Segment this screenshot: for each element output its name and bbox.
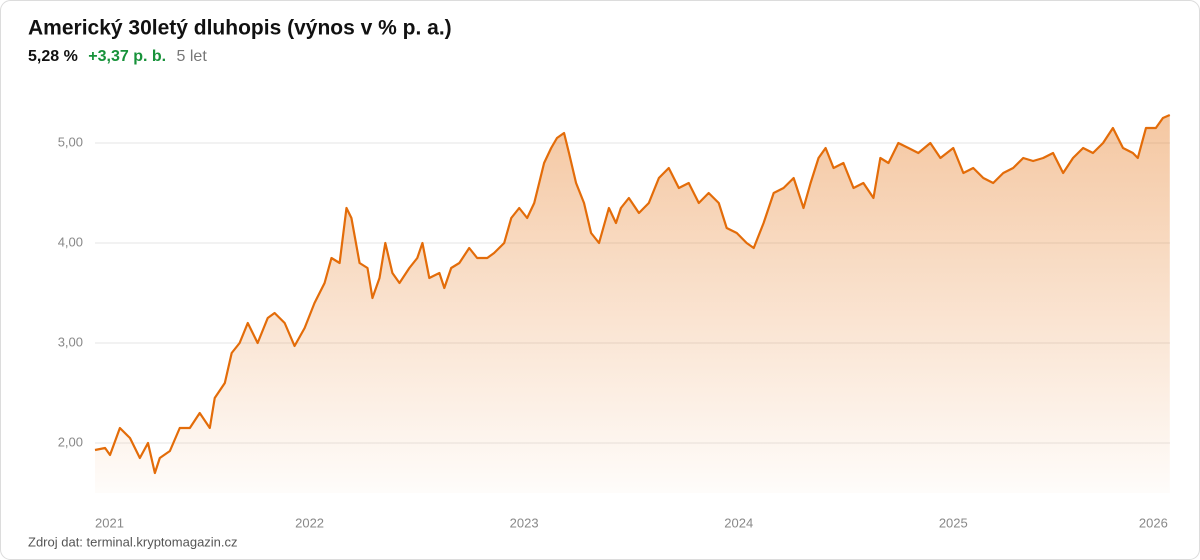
x-tick-label: 2024 bbox=[724, 515, 753, 530]
last-value: 5,28 % bbox=[28, 48, 78, 65]
x-tick-label: 2021 bbox=[95, 515, 124, 530]
x-tick-label: 2025 bbox=[939, 515, 968, 530]
period: 5 let bbox=[177, 48, 208, 65]
x-tick-label: 2022 bbox=[295, 515, 324, 530]
chart-title: Americký 30letý dluhopis (výnos v % p. a… bbox=[28, 17, 452, 40]
x-tick-label: 2026 bbox=[1139, 515, 1168, 530]
source: Zdroj dat: terminal.kryptomagazin.cz bbox=[28, 534, 238, 549]
y-tick-label: 3,00 bbox=[58, 334, 83, 349]
y-tick-label: 4,00 bbox=[58, 234, 83, 249]
summary: 5,28 % +3,37 p. b. 5 let bbox=[28, 48, 207, 65]
area bbox=[95, 115, 1170, 493]
y-tick-label: 5,00 bbox=[58, 134, 83, 149]
x-tick-label: 2023 bbox=[510, 515, 539, 530]
plot: 2,00 3,00 4,00 5,00 2021 2022 2023 2024 2025 2026 bbox=[58, 113, 1171, 530]
y-tick-label: 2,00 bbox=[58, 434, 83, 449]
line bbox=[94, 113, 1171, 475]
change: +3,37 p. b. bbox=[88, 48, 166, 65]
